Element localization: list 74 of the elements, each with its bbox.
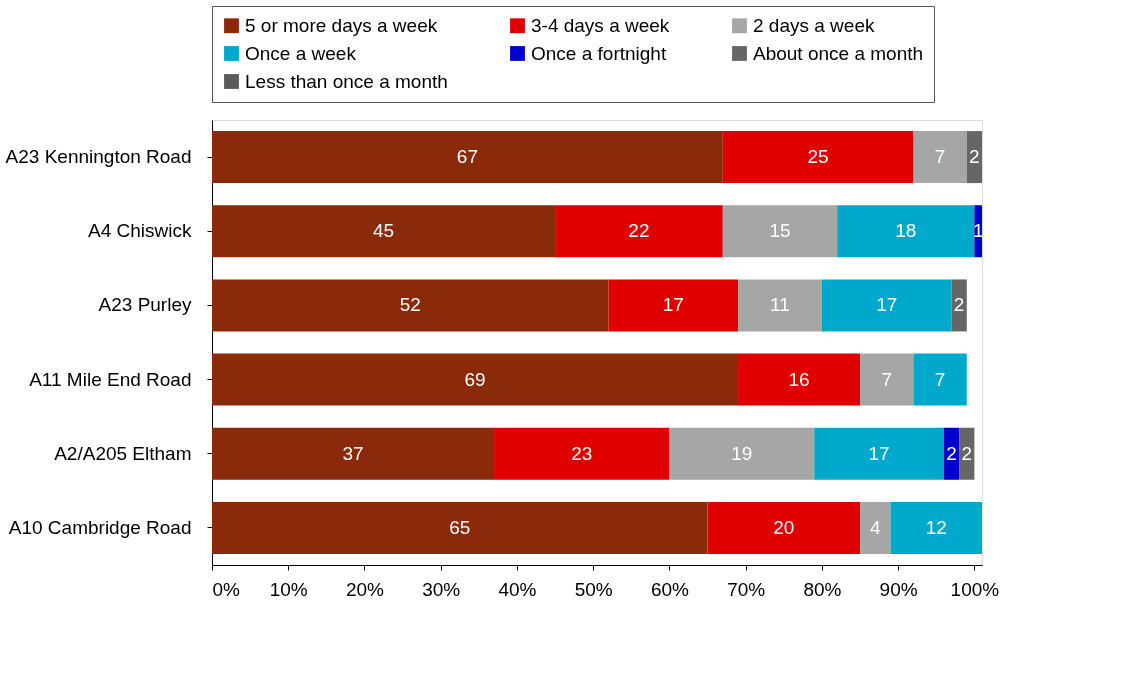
data-label: 2 bbox=[946, 442, 957, 464]
x-tick-label: 100% bbox=[950, 578, 1000, 600]
bar bbox=[212, 131, 723, 184]
bar bbox=[707, 501, 861, 554]
data-label: 2 bbox=[953, 294, 965, 316]
data-label: 17 bbox=[876, 294, 898, 316]
data-label: 15 bbox=[769, 220, 791, 242]
bar bbox=[722, 131, 914, 184]
legend-label: 2 days a week bbox=[753, 14, 875, 36]
data-label: 17 bbox=[868, 442, 890, 464]
bar bbox=[890, 501, 982, 554]
data-label: 7 bbox=[934, 368, 946, 390]
bar bbox=[722, 205, 838, 258]
data-label: 19 bbox=[731, 442, 753, 464]
data-label: 7 bbox=[881, 368, 892, 390]
data-label: 7 bbox=[934, 146, 946, 168]
data-label: 11 bbox=[770, 294, 790, 316]
y-tick-label: A11 Mile End Road bbox=[29, 368, 192, 390]
bar bbox=[212, 427, 495, 480]
y-tick-label: A4 Chiswick bbox=[88, 220, 192, 242]
y-tick-label: A2/A205 Eltham bbox=[54, 442, 192, 464]
x-tick-label: 80% bbox=[803, 578, 842, 600]
x-tick-label: 40% bbox=[498, 578, 537, 600]
x-tick-label: 20% bbox=[345, 578, 385, 600]
data-label: 20 bbox=[773, 516, 795, 538]
legend-label: About once a month bbox=[753, 42, 924, 64]
bar bbox=[821, 279, 952, 332]
bar bbox=[494, 427, 670, 480]
legend-label: Less than once a month bbox=[245, 70, 448, 92]
data-label: 17 bbox=[662, 294, 684, 316]
data-label: 22 bbox=[628, 220, 650, 242]
x-tick-label: 60% bbox=[650, 578, 690, 600]
bar bbox=[555, 205, 723, 258]
bar bbox=[913, 131, 967, 184]
y-tick-label: A23 Kennington Road bbox=[5, 146, 192, 168]
x-tick-label: 70% bbox=[727, 578, 766, 600]
legend-label: 5 or more days a week bbox=[245, 14, 438, 36]
data-label: 2 bbox=[969, 146, 980, 168]
bar bbox=[212, 279, 609, 332]
data-label: 69 bbox=[464, 368, 486, 390]
data-label: 12 bbox=[925, 516, 947, 538]
data-label: 52 bbox=[399, 294, 421, 316]
bar bbox=[837, 205, 975, 258]
bar bbox=[913, 353, 967, 406]
bar bbox=[738, 279, 822, 332]
bar bbox=[212, 501, 708, 554]
data-label: 18 bbox=[895, 220, 917, 242]
x-tick-label: 30% bbox=[422, 578, 461, 600]
data-label: 23 bbox=[571, 442, 593, 464]
bar bbox=[814, 427, 944, 480]
legend-label: Once a fortnight bbox=[531, 42, 667, 64]
bar bbox=[212, 353, 739, 406]
data-label: 67 bbox=[456, 146, 478, 168]
legend-label: 3-4 days a week bbox=[531, 14, 670, 36]
x-tick-label: 0% bbox=[212, 578, 241, 600]
bar bbox=[738, 353, 861, 406]
x-tick-label: 10% bbox=[269, 578, 308, 600]
data-label: 37 bbox=[342, 442, 364, 464]
data-label: 4 bbox=[869, 516, 881, 538]
data-label: 2 bbox=[961, 442, 973, 464]
legend-label: Once a week bbox=[245, 42, 357, 64]
bar bbox=[608, 279, 739, 332]
x-tick-label: 50% bbox=[574, 578, 613, 600]
data-label: 25 bbox=[807, 146, 829, 168]
bar bbox=[860, 501, 891, 554]
x-tick-label: 90% bbox=[879, 578, 918, 600]
data-label: 45 bbox=[372, 220, 395, 242]
bar bbox=[860, 353, 914, 406]
data-label: 16 bbox=[788, 368, 810, 390]
bar bbox=[212, 205, 556, 258]
data-label: 65 bbox=[449, 516, 471, 538]
y-tick-label: A10 Cambridge Road bbox=[8, 516, 192, 538]
y-tick-label: A23 Purley bbox=[98, 294, 192, 316]
bar bbox=[669, 427, 815, 480]
